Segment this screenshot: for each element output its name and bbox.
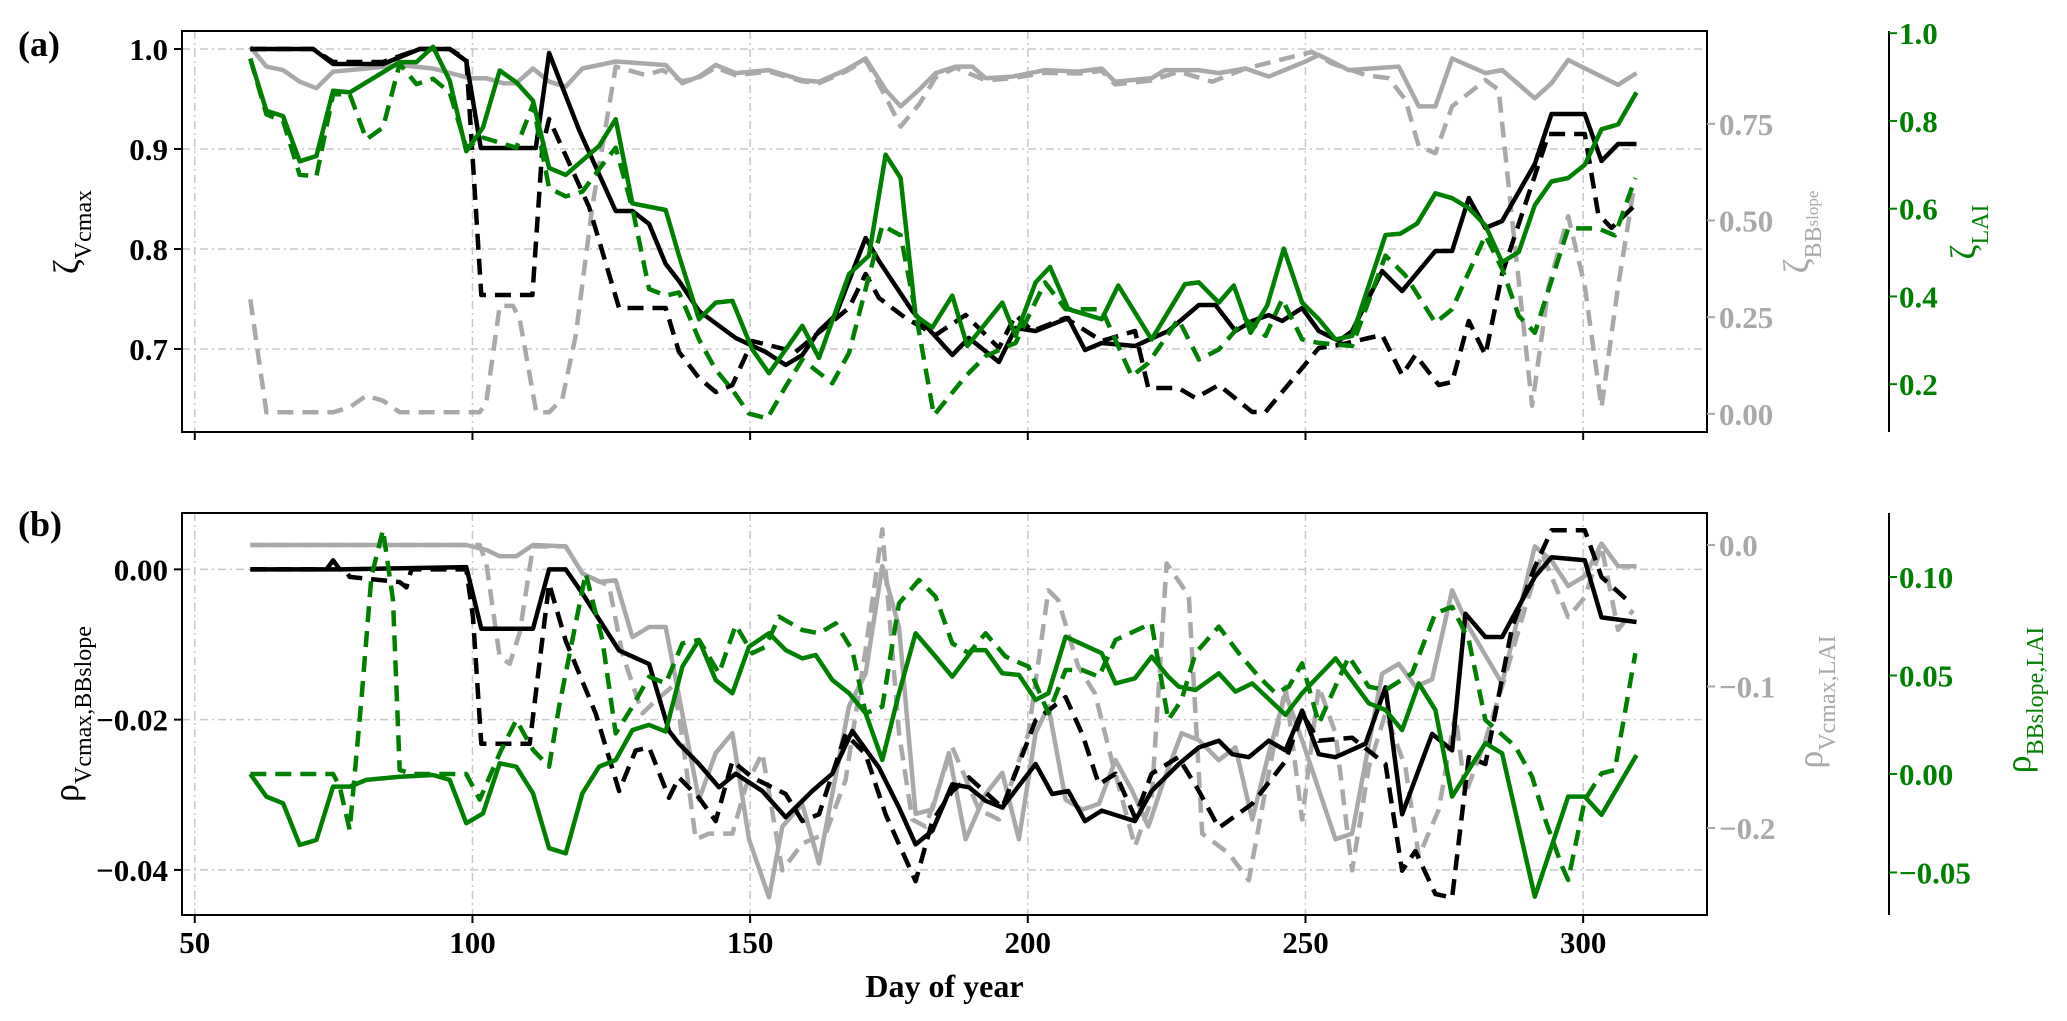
left-y-axis-label-symbol: ρ — [46, 784, 86, 802]
right2-y-tick-label: 0.10 — [1899, 560, 1953, 595]
right2-y-tick-label: 0.05 — [1899, 658, 1953, 693]
left-y-tick-label: −0.02 — [96, 703, 168, 738]
right2-y-tick-label: 0.6 — [1899, 192, 1938, 227]
left-y-tick-label: 0.9 — [129, 132, 168, 167]
series-line-zeta-Vcmax-dashed — [250, 46, 1635, 415]
right-y-tick-label: 0.25 — [1719, 300, 1773, 335]
right-y-axis-label: ρVcmax,LAI — [1790, 635, 1841, 768]
right-y-axis-label-subscript2: slope — [1803, 191, 1822, 227]
right2-y-axis-label-subscript: LAI — [1968, 205, 1994, 245]
panel-label: (a) — [18, 24, 60, 64]
right-y-axis-label-symbol: ρ — [1790, 751, 1830, 769]
left-y-tick-label: −0.04 — [96, 853, 168, 888]
series-line-zeta-BBslope-dashed — [248, 49, 1636, 415]
series-line-rho-BBslope-LAI-solid — [248, 631, 1639, 899]
series-line-zeta-BBslope-solid — [248, 45, 1638, 109]
x-tick-label: 250 — [1282, 925, 1329, 960]
right-y-axis-label: ζBBslope — [1776, 191, 1827, 274]
series-line-zeta-LAI-dashed — [248, 57, 1638, 421]
series-line-rho-Vcmax-LAI-dashed — [250, 527, 1635, 883]
right-y-axis-label-subscript: Vcmax,LAI — [1815, 635, 1841, 750]
x-tick-label: 150 — [727, 925, 774, 960]
plot-frame — [181, 30, 1708, 433]
x-tick-label: 300 — [1560, 925, 1607, 960]
right2-y-tick-label: 0.4 — [1899, 279, 1938, 314]
left-y-axis-label: ρVcmax,BBslope — [46, 626, 97, 802]
right2-y-tick-label: 0.00 — [1899, 757, 1953, 792]
x-tick-label: 200 — [1005, 925, 1052, 960]
left-y-axis-label-subscript: Vcmax — [71, 190, 97, 259]
x-tick-label: 100 — [449, 925, 496, 960]
x-axis-label: Day of year — [865, 968, 1023, 1004]
right-y-tick-label: 0.00 — [1719, 397, 1773, 432]
right-y-tick-label: 0.50 — [1719, 203, 1773, 238]
left-y-tick-label: 0.8 — [129, 232, 168, 267]
series-group — [248, 44, 1639, 421]
left-y-tick-label: 0.00 — [114, 552, 168, 587]
left-y-tick-label: 0.7 — [129, 332, 168, 367]
left-y-tick-label: 1.0 — [129, 32, 168, 67]
right2-y-axis-label: ρBBslope,LAI — [1998, 627, 2049, 774]
panel-a: 1.00.90.80.7ζVcmax0.750.500.250.00ζBBslo… — [18, 16, 1994, 440]
right-y-tick-label: 0.75 — [1719, 107, 1773, 142]
series-line-rho-BBslope-LAI-dashed — [250, 527, 1638, 883]
series-line-rho-Vcmax-LAI-solid — [250, 541, 1637, 900]
panel-b: 50 100 150 200 250 300 Day of year 0.00 −0.02 −0.… — [18, 504, 2049, 1004]
panel-label: (b) — [18, 504, 62, 544]
right2-y-tick-label: 0.8 — [1899, 104, 1938, 139]
right2-y-axis-label-subscript: BBslope,LAI — [2023, 627, 2049, 756]
right2-y-tick-label: −0.05 — [1899, 855, 1971, 890]
series-line-rho-Vcmax-BBslope-dashed — [250, 528, 1634, 900]
right2-y-tick-label: 0.2 — [1899, 367, 1938, 402]
right-y-tick-label: 0.0 — [1719, 528, 1758, 563]
right-y-tick-label: −0.2 — [1719, 811, 1775, 846]
left-y-axis-label: ζVcmax — [46, 190, 97, 274]
left-y-axis-label-symbol: ζ — [46, 259, 86, 274]
series-line-zeta-Vcmax-solid — [250, 46, 1637, 368]
series-line-zeta-LAI-solid — [248, 44, 1639, 376]
series-line-rho-Vcmax-BBslope-solid — [250, 555, 1637, 847]
right2-y-axis-label-symbol: ζ — [1943, 244, 1983, 259]
right2-y-tick-label: 1.0 — [1899, 16, 1938, 51]
right-y-axis-label-symbol: ζ — [1776, 258, 1816, 273]
plot-frame — [181, 512, 1708, 916]
right2-y-axis-label: ζLAI — [1943, 205, 1994, 260]
right-y-axis-label-subscript: BB — [1801, 226, 1827, 258]
left-y-axis-label-subscript: Vcmax,BBslope — [71, 626, 97, 784]
x-tick-label: 50 — [179, 925, 210, 960]
right2-y-axis-label-symbol: ρ — [1998, 755, 2038, 773]
right-y-tick-label: −0.1 — [1719, 669, 1775, 704]
series-group — [248, 527, 1639, 900]
